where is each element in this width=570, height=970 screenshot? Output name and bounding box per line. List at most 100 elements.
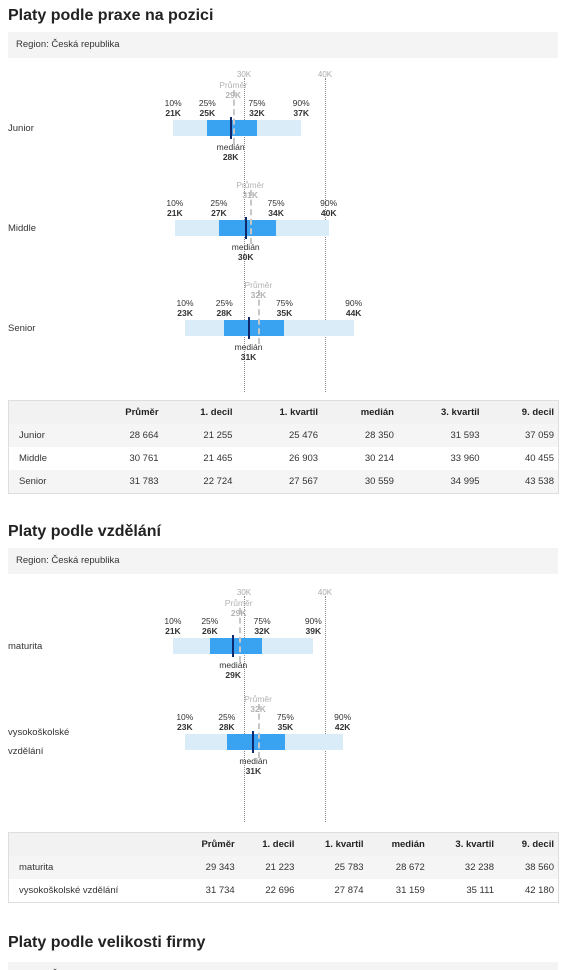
label-p90: 90% 42K: [334, 712, 351, 732]
label-p75-pct: 75%: [275, 298, 293, 308]
median-line: [229, 117, 232, 139]
average-line: [258, 704, 261, 758]
table-cell: 33 960: [450, 453, 480, 464]
median-label-text: medián: [216, 142, 245, 152]
average-label-text: Průměr: [219, 80, 248, 90]
label-p10-value: 21K: [167, 208, 183, 218]
table-cell: 37 059: [483, 424, 559, 447]
section-title-praxe: Platy podle praxe na pozici: [8, 7, 214, 24]
average-line: [238, 608, 241, 662]
label-p25: 25% 27K: [210, 198, 227, 218]
median-label-text: medián: [239, 756, 268, 766]
label-p10-pct: 10%: [164, 98, 182, 108]
average-label-text: Průměr: [224, 598, 253, 608]
median-label-text: medián: [234, 342, 263, 352]
label-p75-value: 35K: [276, 308, 293, 318]
table-cell: 27 567: [236, 470, 323, 494]
column-header: 1. kvartil: [298, 832, 368, 856]
table-cell: vysokoškolské vzdělání: [19, 885, 119, 896]
table-cell: 28 350: [322, 424, 398, 447]
gridline-label: 40K: [317, 70, 333, 79]
table-cell: 31 159: [395, 885, 425, 896]
stats-table-praxe: Průměr 1. decil 1. kvartil medián 3. kvartil…: [8, 400, 559, 494]
row-label: Senior: [8, 322, 36, 334]
label-p25-pct: 25%: [210, 198, 228, 208]
table-row: Senior 31 783 22 724 27 567 30 559 34 995 43 5…: [8, 470, 559, 494]
median-label-value: 31K: [245, 766, 262, 776]
label-p25: 25% 26K: [201, 616, 218, 636]
label-p25-pct: 25%: [218, 712, 236, 722]
label-p25: 25% 28K: [218, 712, 235, 732]
table-cell: 31 783: [86, 470, 163, 494]
label-p75: 75% 35K: [277, 712, 294, 732]
gridline-40K: [325, 596, 326, 822]
label-p25: 25% 28K: [216, 298, 233, 318]
median-label: medián 28K: [217, 142, 245, 162]
column-header: 1. decil: [238, 832, 299, 856]
average-label: Průměr 29K: [219, 80, 247, 100]
range-bar-25-75: [207, 120, 257, 136]
label-p10: 10% 23K: [176, 712, 193, 732]
label-p10-value: 21K: [165, 626, 181, 636]
label-p10: 10% 21K: [165, 98, 182, 118]
label-p90-pct: 90%: [304, 616, 322, 626]
label-p75-value: 32K: [249, 108, 265, 118]
average-label-text: Průměr: [244, 694, 272, 704]
boxplot-chart-praxe: 30K 40K Junior 10% 21K 25% 25K 75% 32K 90% 37K Prům…: [0, 70, 570, 392]
label-p75-value: 32K: [254, 626, 270, 636]
table-cell: maturita: [8, 856, 178, 879]
label-p75: 75% 32K: [254, 616, 271, 636]
range-bar-25-75: [218, 220, 277, 236]
column-header: 3. kvartil: [428, 832, 498, 856]
median-label-text: medián: [219, 660, 248, 670]
table-row: vysokoškolské vzdělání 31 734 22 696 27 874…: [9, 879, 559, 903]
column-header: Průměr: [86, 400, 163, 424]
median-label: medián 30K: [232, 242, 260, 262]
average-label: Průměr 32K: [245, 280, 273, 300]
label-p25-value: 28K: [218, 722, 235, 732]
average-label-value: 31K: [242, 190, 258, 200]
median-line: [232, 635, 235, 657]
table-cell: 21 223: [238, 856, 299, 879]
median-label-value: 28K: [222, 152, 239, 162]
table-cell: 34 995: [397, 470, 484, 494]
table-cell: 22 696: [265, 885, 295, 896]
label-p75-pct: 75%: [253, 616, 271, 626]
section-title-vzdelani: Platy podle vzdělání: [8, 523, 161, 540]
label-p75: 75% 32K: [248, 98, 265, 118]
label-p25-value: 26K: [202, 626, 218, 636]
table-cell: 28 664: [86, 424, 163, 447]
average-label-value: 32K: [250, 704, 266, 714]
label-p75: 75% 34K: [268, 198, 285, 218]
label-p75-pct: 75%: [248, 98, 266, 108]
label-p10-pct: 10%: [176, 298, 194, 308]
table-cell: 43 538: [483, 470, 559, 494]
label-p75: 75% 35K: [276, 298, 293, 318]
table-cell: 25 476: [236, 424, 323, 447]
table-cell: 30 761: [129, 453, 159, 464]
label-p25-value: 25K: [199, 108, 216, 118]
median-label-value: 30K: [237, 252, 254, 262]
region-filter-praxe[interactable]: Region: Česká republika: [8, 32, 558, 58]
median-label-value: 29K: [225, 670, 242, 680]
gridline-label: 30K: [236, 588, 252, 597]
column-header: 3. kvartil: [397, 400, 484, 424]
label-p90-value: 44K: [345, 308, 362, 318]
table-cell: Senior: [8, 470, 87, 494]
label-p90-pct: 90%: [292, 98, 310, 108]
median-line: [244, 217, 247, 239]
average-line: [250, 190, 253, 244]
label-p90-pct: 90%: [345, 298, 363, 308]
average-label: Průměr 32K: [244, 694, 272, 714]
label-p25: 25% 25K: [199, 98, 216, 118]
table-cell: Middle: [19, 453, 47, 464]
label-p10-value: 23K: [177, 722, 193, 732]
region-filter-vzdelani[interactable]: Region: Česká republika: [8, 548, 558, 574]
label-p10-value: 23K: [177, 308, 193, 318]
average-label-text: Průměr: [236, 180, 265, 190]
table-row: maturita 29 343 21 223 25 783 28 672 32 238 38…: [8, 856, 559, 879]
table-cell: 32 238: [428, 856, 498, 879]
label-p90: 90% 40K: [320, 198, 337, 218]
median-label-value: 31K: [240, 352, 257, 362]
column-header: medián: [322, 400, 398, 424]
